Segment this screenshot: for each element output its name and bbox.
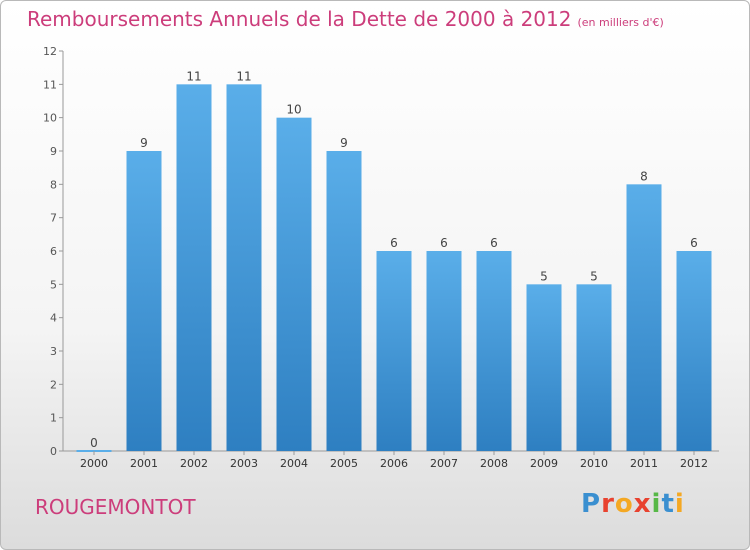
bar	[526, 284, 562, 451]
proxiti-logo: Proxiti	[581, 489, 685, 519]
data-label: 5	[540, 269, 548, 283]
data-label: 9	[340, 136, 348, 150]
bar	[276, 117, 312, 452]
data-label: 6	[440, 236, 448, 250]
data-label: 0	[90, 436, 98, 450]
x-tick-label: 2000	[80, 457, 108, 470]
x-tick-label: 2011	[630, 457, 658, 470]
x-tick-label: 2007	[430, 457, 458, 470]
unit-subtitle: (en milliers d'€)	[577, 16, 664, 29]
bar	[376, 251, 412, 451]
x-tick-label: 2009	[530, 457, 558, 470]
data-label: 6	[490, 236, 498, 250]
data-label: 5	[590, 269, 598, 283]
y-tick-label: 1	[50, 412, 57, 425]
y-tick-label: 2	[50, 378, 57, 391]
bar	[676, 251, 712, 451]
data-label: 9	[140, 136, 148, 150]
data-label: 11	[236, 69, 251, 83]
bar	[626, 184, 662, 452]
y-tick-label: 10	[43, 112, 57, 125]
x-tick-label: 2002	[180, 457, 208, 470]
x-tick-label: 2010	[580, 457, 608, 470]
data-label: 11	[186, 69, 201, 83]
x-tick-label: 2006	[380, 457, 408, 470]
bar	[176, 84, 212, 451]
bar	[476, 251, 512, 451]
data-label: 8	[640, 169, 648, 183]
bar	[126, 151, 162, 451]
x-tick-label: 2001	[130, 457, 158, 470]
y-tick-label: 12	[43, 45, 57, 58]
bar	[326, 151, 362, 451]
title-text: Remboursements Annuels de la Dette de 20…	[27, 7, 572, 31]
y-tick-label: 8	[50, 178, 57, 191]
data-label: 6	[690, 236, 698, 250]
y-tick-label: 11	[43, 78, 57, 91]
y-tick-label: 9	[50, 145, 57, 158]
y-tick-label: 0	[50, 445, 57, 458]
bar	[426, 251, 462, 451]
y-tick-label: 4	[50, 312, 57, 325]
y-tick-label: 3	[50, 345, 57, 358]
bar	[576, 284, 612, 451]
y-tick-label: 5	[50, 278, 57, 291]
y-tick-label: 6	[50, 245, 57, 258]
x-tick-label: 2005	[330, 457, 358, 470]
x-tick-label: 2012	[680, 457, 708, 470]
bar	[226, 84, 262, 451]
x-tick-label: 2003	[230, 457, 258, 470]
x-tick-label: 2008	[480, 457, 508, 470]
y-tick-label: 7	[50, 212, 57, 225]
data-label: 6	[390, 236, 398, 250]
data-label: 10	[286, 103, 301, 117]
commune-name: ROUGEMONTOT	[35, 495, 196, 519]
chart-title: Remboursements Annuels de la Dette de 20…	[27, 7, 664, 31]
x-tick-label: 2004	[280, 457, 308, 470]
